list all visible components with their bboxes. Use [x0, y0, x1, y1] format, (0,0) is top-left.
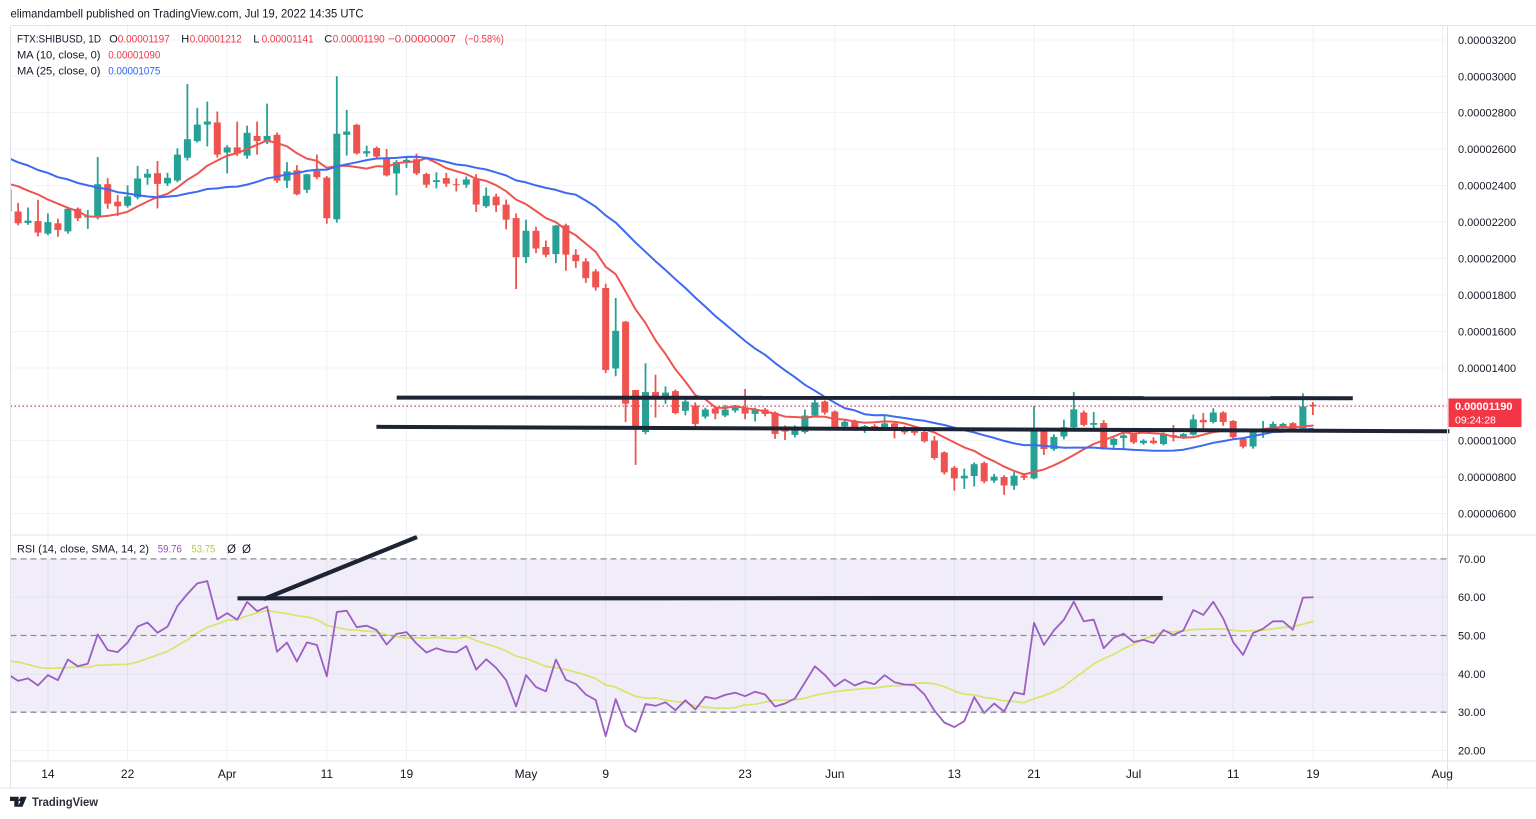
svg-text:0.00002000: 0.00002000 — [1458, 254, 1516, 266]
svg-text:Jul: Jul — [1126, 767, 1141, 781]
svg-text:53.75: 53.75 — [191, 544, 215, 556]
svg-text:TradingView: TradingView — [32, 795, 98, 809]
svg-text:elimandambell published on Tra: elimandambell published on TradingView.c… — [11, 7, 364, 21]
svg-text:70.00: 70.00 — [1458, 554, 1486, 566]
svg-text:19: 19 — [400, 767, 414, 781]
svg-text:0.00002200: 0.00002200 — [1458, 217, 1516, 229]
svg-text:0.00001090: 0.00001090 — [108, 50, 160, 62]
svg-text:0.00001075: 0.00001075 — [108, 66, 160, 78]
svg-text:Apr: Apr — [218, 767, 237, 781]
svg-text:23: 23 — [738, 767, 752, 781]
svg-text:19: 19 — [1306, 767, 1320, 781]
svg-text:14: 14 — [41, 767, 55, 781]
svg-text:−0.00000007: −0.00000007 — [388, 34, 456, 46]
svg-text:C: C — [324, 34, 332, 46]
svg-text:L: L — [253, 34, 259, 46]
svg-text:30.00: 30.00 — [1458, 707, 1486, 719]
svg-text:20.00: 20.00 — [1458, 746, 1486, 758]
svg-text:13: 13 — [948, 767, 962, 781]
svg-text:H: H — [181, 34, 189, 46]
svg-text:0.00001600: 0.00001600 — [1458, 326, 1516, 338]
svg-text:MA (10, close, 0): MA (10, close, 0) — [17, 50, 101, 62]
svg-text:0.00001197: 0.00001197 — [118, 34, 170, 46]
svg-text:0.00001000: 0.00001000 — [1458, 436, 1516, 448]
svg-text:RSI (14, close, SMA, 14, 2): RSI (14, close, SMA, 14, 2) — [17, 544, 149, 556]
svg-text:0.00001141: 0.00001141 — [262, 34, 314, 46]
svg-text:22: 22 — [121, 767, 135, 781]
svg-text:May: May — [515, 767, 538, 781]
svg-text:0.00002400: 0.00002400 — [1458, 181, 1516, 193]
svg-text:MA (25, close, 0): MA (25, close, 0) — [17, 66, 101, 78]
svg-text:0.00001190: 0.00001190 — [333, 34, 385, 46]
svg-text:0.00001212: 0.00001212 — [190, 34, 242, 46]
svg-text:0.00002800: 0.00002800 — [1458, 108, 1516, 120]
svg-text:Ø: Ø — [242, 544, 251, 556]
svg-text:11: 11 — [321, 767, 334, 781]
svg-text:11: 11 — [1227, 767, 1240, 781]
svg-text:0.00003000: 0.00003000 — [1458, 71, 1516, 83]
svg-text:59.76: 59.76 — [158, 544, 182, 556]
svg-text:Ø: Ø — [227, 544, 236, 556]
svg-text:Jun: Jun — [825, 767, 844, 781]
svg-text:0.00001400: 0.00001400 — [1458, 363, 1516, 375]
svg-text:40.00: 40.00 — [1458, 669, 1486, 681]
svg-text:0.00000600: 0.00000600 — [1458, 509, 1516, 521]
svg-text:O: O — [109, 34, 118, 46]
svg-text:09:24:28: 09:24:28 — [1455, 415, 1496, 427]
svg-text:0.00002600: 0.00002600 — [1458, 144, 1516, 156]
svg-text:0.00001190: 0.00001190 — [1455, 401, 1513, 413]
svg-text:0.00000800: 0.00000800 — [1458, 472, 1516, 484]
svg-text:60.00: 60.00 — [1458, 592, 1486, 604]
svg-text:21: 21 — [1027, 767, 1041, 781]
svg-text:0.00001800: 0.00001800 — [1458, 290, 1516, 302]
svg-text:9: 9 — [602, 767, 609, 781]
svg-text:50.00: 50.00 — [1458, 631, 1486, 643]
svg-text:0.00003200: 0.00003200 — [1458, 35, 1516, 47]
svg-text:Aug: Aug — [1432, 767, 1453, 781]
svg-text:(−0.58%): (−0.58%) — [465, 34, 504, 46]
svg-text:FTX:SHIBUSD, 1D: FTX:SHIBUSD, 1D — [17, 34, 101, 46]
